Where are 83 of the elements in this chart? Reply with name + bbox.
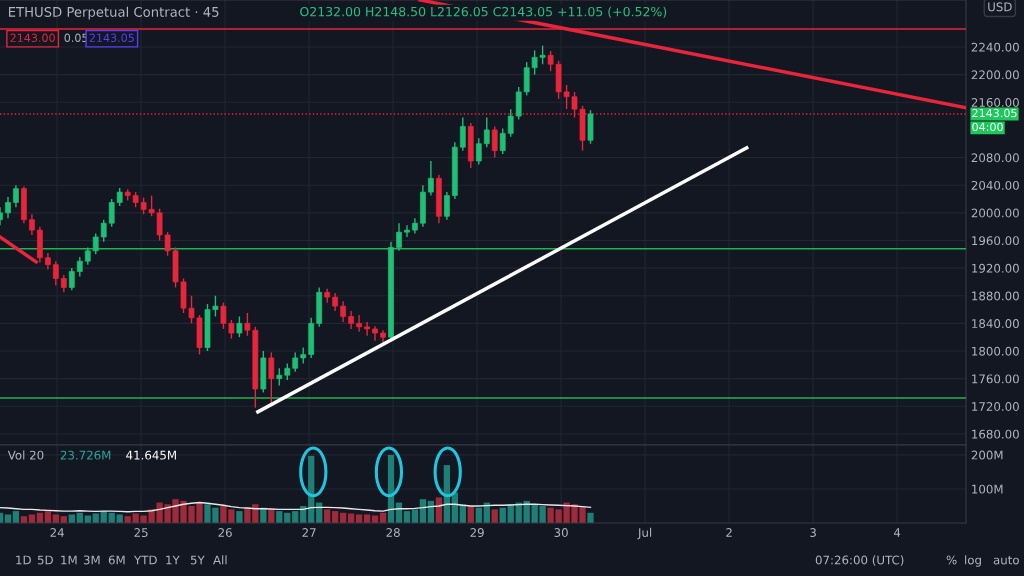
y-tick-label: 1800.00 <box>972 346 1019 356</box>
candlestick <box>428 160 434 197</box>
text: YTD <box>133 555 157 565</box>
bar <box>347 513 355 523</box>
bar <box>587 512 594 523</box>
ref-line-label: 2143.05 <box>972 108 1017 118</box>
text: 6M <box>108 555 125 565</box>
candlestick <box>52 260 59 287</box>
text: 1M <box>61 555 77 565</box>
annotation: 23.726M <box>60 450 111 460</box>
bar <box>236 511 243 523</box>
annotation: 41.645M <box>126 450 176 460</box>
annotation: 2143.00 <box>10 33 55 42</box>
candlestick <box>76 256 83 278</box>
x-tick-label: 28 <box>386 528 400 537</box>
y-tick-label: 2040.00 <box>971 180 1019 190</box>
y-tick-label: 2240.00 <box>971 42 1019 52</box>
text: 07:26:00 (UTC) <box>815 555 904 566</box>
text: 1Y <box>166 555 180 565</box>
y-tick-label: 1720.00 <box>972 402 1019 411</box>
y-axis-title: USD <box>988 2 1012 12</box>
x-tick-label: 26 <box>218 528 232 537</box>
candlestick <box>459 116 466 152</box>
candlestick <box>404 224 410 238</box>
text: 1D <box>16 555 31 565</box>
annotation: 2143.05 <box>89 33 134 42</box>
x-tick-label: 25 <box>134 528 148 537</box>
bar <box>324 509 331 523</box>
y-tick-label: 1840.00 <box>972 319 1019 329</box>
text: All <box>213 555 227 565</box>
candlestick <box>5 196 11 220</box>
candlestick <box>340 300 346 323</box>
text: 04:00 <box>972 122 1003 132</box>
candlestick <box>92 232 99 255</box>
chart-title: ETHUSD Perpetual Contract · 45 <box>9 6 219 20</box>
candlestick <box>292 351 299 373</box>
candlestick <box>499 127 506 155</box>
candlestick <box>483 116 490 148</box>
bar <box>92 513 99 523</box>
candlestick <box>491 125 498 159</box>
x-tick-label: Jul <box>637 527 652 540</box>
y-tick-label: 1680.00 <box>972 429 1019 439</box>
y-tick-label: 1880.00 <box>972 291 1019 301</box>
candlestick <box>364 321 370 337</box>
text: 5D <box>37 555 53 565</box>
x-tick-label: 2 <box>726 528 732 537</box>
x-tick-label: 27 <box>302 528 316 537</box>
candlestick <box>68 267 75 291</box>
candlestick <box>507 108 514 138</box>
x-tick-label: 4 <box>893 528 901 537</box>
candlestick <box>13 184 19 208</box>
y-tick-label: 2200.00 <box>971 70 1019 80</box>
y-tick-label: 1920.00 <box>972 263 1019 273</box>
y-tick-label: 2080.00 <box>971 153 1019 163</box>
y-tick-label: 2160.00 <box>971 97 1019 107</box>
text: 5Y <box>190 555 205 565</box>
candlestick <box>236 315 243 338</box>
x-tick-label: 30 <box>554 528 568 537</box>
x-tick-label: 24 <box>50 528 64 537</box>
text: auto <box>993 555 1019 565</box>
candlestick <box>396 222 402 252</box>
x-tick-label: 3 <box>810 528 816 537</box>
candlestick <box>372 325 378 342</box>
candlestick <box>356 314 362 333</box>
text: 3M <box>83 555 100 565</box>
bar <box>411 509 419 523</box>
line-series <box>0 501 592 513</box>
y-tick-label: 2000.00 <box>971 208 1019 218</box>
bar <box>491 509 498 523</box>
candlestick <box>475 137 482 166</box>
y-tick-label: 100M <box>972 484 1003 494</box>
y-tick-label: 1960.00 <box>972 236 1019 246</box>
candlestick <box>100 219 107 243</box>
x-tick-label: 29 <box>470 528 484 537</box>
y-tick-label: 1760.00 <box>972 374 1019 384</box>
text: % <box>946 555 957 565</box>
text: log <box>965 555 981 567</box>
annotation: O2132.00 H2148.50 L2126.05 C2143.05 +11.05 (+0.52%) <box>300 6 667 18</box>
candlestick <box>108 198 115 228</box>
candlestick <box>29 213 35 236</box>
candlestick <box>444 191 450 221</box>
y-tick-label: 200M <box>971 450 1003 460</box>
chart-title: Vol 20 <box>7 450 44 460</box>
